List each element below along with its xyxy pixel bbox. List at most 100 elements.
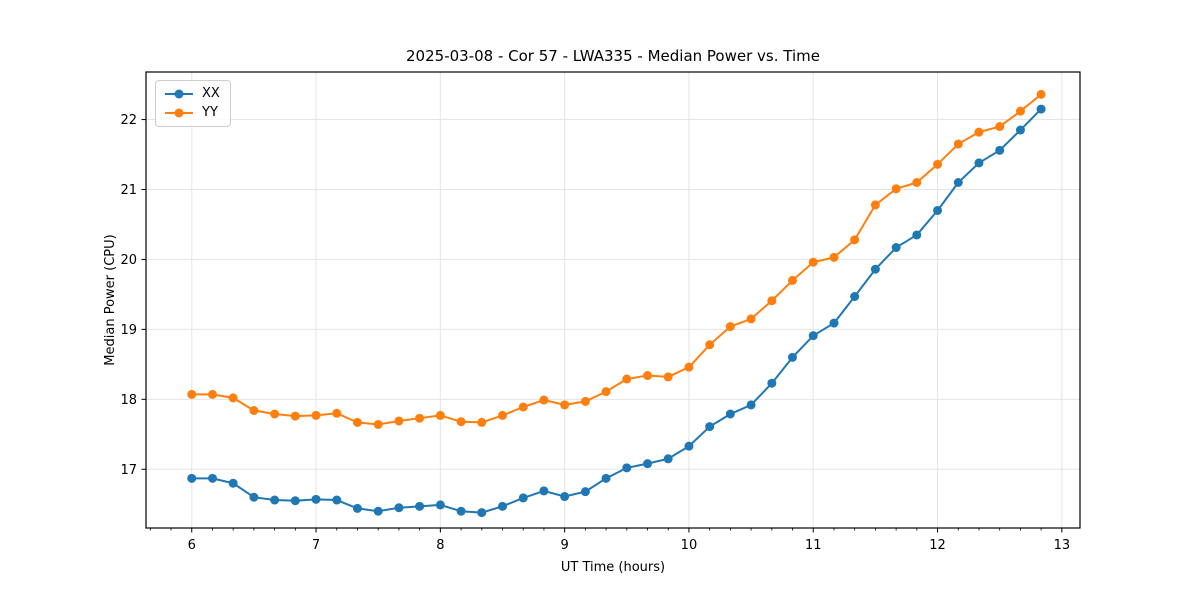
data-point-xx bbox=[663, 454, 673, 464]
y-tick-label: 19 bbox=[120, 323, 137, 338]
x-axis-label: UT Time (hours) bbox=[560, 560, 666, 575]
data-point-yy bbox=[850, 235, 860, 245]
x-tick-label: 12 bbox=[929, 538, 946, 553]
data-point-xx bbox=[456, 506, 466, 516]
data-point-yy bbox=[767, 296, 777, 306]
data-point-yy bbox=[497, 410, 507, 420]
data-point-xx bbox=[705, 422, 715, 432]
y-tick-label: 18 bbox=[120, 393, 137, 408]
data-point-yy bbox=[187, 389, 197, 399]
x-tick-label: 8 bbox=[436, 538, 444, 553]
data-point-xx bbox=[477, 508, 487, 518]
data-point-yy bbox=[435, 410, 445, 420]
legend: XX YY bbox=[155, 80, 231, 127]
x-tick-label: 10 bbox=[681, 538, 698, 553]
data-point-yy bbox=[415, 413, 425, 423]
data-point-xx bbox=[725, 409, 735, 419]
data-point-yy bbox=[725, 322, 735, 332]
data-point-xx bbox=[933, 205, 943, 215]
legend-label: XX bbox=[202, 86, 220, 101]
data-point-yy bbox=[663, 372, 673, 382]
data-point-xx bbox=[352, 503, 362, 513]
data-point-yy bbox=[394, 416, 404, 426]
data-point-xx bbox=[684, 441, 694, 451]
data-point-yy bbox=[560, 400, 570, 410]
data-point-xx bbox=[187, 473, 197, 483]
data-point-yy bbox=[684, 362, 694, 372]
chart-title: 2025-03-08 - Cor 57 - LWA335 - Median Po… bbox=[406, 47, 820, 65]
data-point-yy bbox=[912, 178, 922, 188]
data-point-yy bbox=[477, 417, 487, 427]
data-point-yy bbox=[746, 314, 756, 324]
data-point-yy bbox=[208, 389, 218, 399]
data-point-xx bbox=[850, 292, 860, 302]
data-point-yy bbox=[933, 159, 943, 169]
data-point-yy bbox=[953, 139, 963, 149]
data-point-xx bbox=[1036, 104, 1046, 114]
data-point-yy bbox=[290, 411, 300, 421]
data-point-xx bbox=[1015, 125, 1025, 135]
data-point-yy bbox=[995, 122, 1005, 132]
data-point-xx bbox=[373, 506, 383, 516]
data-point-yy bbox=[891, 184, 901, 194]
data-point-xx bbox=[622, 463, 632, 473]
data-point-yy bbox=[249, 406, 259, 416]
x-tick-label: 13 bbox=[1054, 538, 1071, 553]
data-point-xx bbox=[974, 158, 984, 168]
data-point-yy bbox=[643, 371, 653, 381]
data-point-xx bbox=[746, 400, 756, 410]
data-point-xx bbox=[601, 473, 611, 483]
data-point-yy bbox=[311, 410, 321, 420]
data-point-xx bbox=[787, 352, 797, 362]
data-point-yy bbox=[332, 408, 342, 418]
data-point-xx bbox=[891, 243, 901, 253]
data-point-xx bbox=[394, 503, 404, 513]
data-point-xx bbox=[808, 331, 818, 341]
data-point-xx bbox=[829, 318, 839, 328]
data-point-xx bbox=[290, 496, 300, 506]
data-point-xx bbox=[435, 500, 445, 510]
legend-label: YY bbox=[202, 105, 218, 120]
data-point-xx bbox=[953, 178, 963, 188]
data-point-xx bbox=[539, 486, 549, 496]
axes-spines bbox=[145, 71, 1081, 529]
data-point-yy bbox=[270, 409, 280, 419]
data-point-yy bbox=[622, 374, 632, 384]
data-point-yy bbox=[456, 417, 466, 427]
data-point-yy bbox=[518, 402, 528, 412]
x-tick-label: 11 bbox=[805, 538, 822, 553]
data-point-xx bbox=[415, 501, 425, 511]
data-point-yy bbox=[787, 275, 797, 285]
data-point-yy bbox=[601, 387, 611, 397]
legend-swatch-yy-icon bbox=[165, 108, 193, 118]
y-tick-label: 17 bbox=[120, 463, 137, 478]
data-point-xx bbox=[228, 478, 238, 488]
data-point-xx bbox=[995, 145, 1005, 155]
x-tick-label: 7 bbox=[312, 538, 320, 553]
data-point-xx bbox=[332, 495, 342, 505]
data-point-xx bbox=[560, 492, 570, 502]
data-point-xx bbox=[497, 501, 507, 511]
y-tick-label: 21 bbox=[120, 183, 137, 198]
y-axis-label: Median Power (CPU) bbox=[103, 234, 118, 366]
data-point-xx bbox=[518, 493, 528, 503]
data-point-yy bbox=[1015, 106, 1025, 116]
data-point-yy bbox=[580, 396, 590, 406]
legend-item-yy: YY bbox=[164, 105, 220, 121]
legend-swatch-xx-icon bbox=[165, 89, 193, 99]
data-point-xx bbox=[580, 487, 590, 497]
y-tick-label: 22 bbox=[120, 113, 137, 128]
data-point-xx bbox=[912, 230, 922, 240]
data-point-xx bbox=[249, 492, 259, 502]
data-point-xx bbox=[870, 264, 880, 274]
y-tick-label: 20 bbox=[120, 253, 137, 268]
x-tick-label: 6 bbox=[188, 538, 196, 553]
x-tick-label: 9 bbox=[561, 538, 569, 553]
data-point-yy bbox=[808, 257, 818, 267]
data-point-xx bbox=[270, 495, 280, 505]
data-point-yy bbox=[974, 127, 984, 137]
legend-item-xx: XX bbox=[164, 86, 220, 102]
data-point-yy bbox=[228, 393, 238, 403]
